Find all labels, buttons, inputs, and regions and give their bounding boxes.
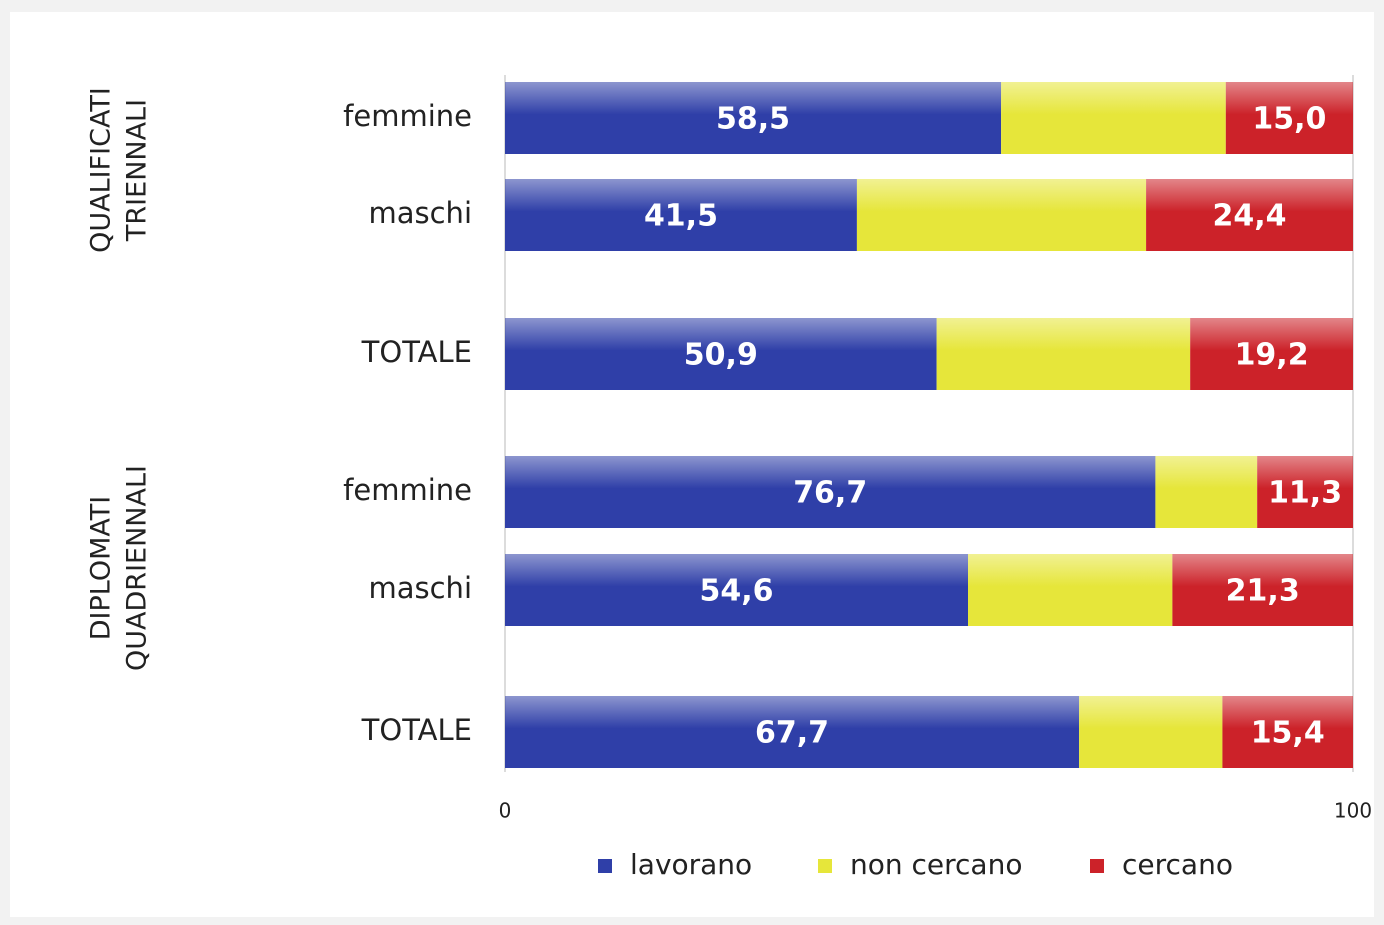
bar-segment [1155, 456, 1258, 528]
bar-segment [1079, 696, 1223, 768]
bar-segment [856, 179, 1147, 251]
x-tick-label: 0 [499, 799, 512, 823]
value-label: 54,6 [699, 574, 773, 609]
value-label: 76,7 [793, 476, 867, 511]
y-tick-label: TOTALE [361, 713, 472, 747]
y-tick-label: maschi [368, 571, 472, 605]
x-tick-label: 100 [1334, 799, 1372, 823]
group-label: QUALIFICATI [86, 87, 117, 253]
value-label: 15,0 [1252, 102, 1326, 137]
y-tick-label: femmine [343, 473, 472, 507]
bar-segment [505, 179, 857, 251]
bar-segment [1172, 554, 1353, 626]
bar-segment [1001, 82, 1226, 154]
bar-segment [1146, 179, 1353, 251]
bar-segment [1190, 318, 1353, 390]
bar-segment [1257, 456, 1353, 528]
group-label: QUADRIENNALI [122, 465, 153, 671]
value-label: 50,9 [684, 338, 758, 373]
y-tick-label: maschi [368, 196, 472, 230]
bar-segment [505, 696, 1080, 768]
value-label: 41,5 [644, 199, 718, 234]
value-label: 21,3 [1226, 574, 1300, 609]
y-tick-label: femmine [343, 99, 472, 133]
legend-swatch [818, 859, 832, 873]
legend-label: lavorano [630, 848, 752, 881]
value-label: 11,3 [1268, 476, 1342, 511]
legend-swatch [1090, 859, 1104, 873]
bar-segment [1225, 82, 1353, 154]
bar-segment [505, 554, 969, 626]
bar-segment [1222, 696, 1353, 768]
value-label: 19,2 [1235, 338, 1309, 373]
group-label: DIPLOMATI [86, 496, 117, 641]
legend-label: non cercano [850, 848, 1022, 881]
group-label: TRIENNALI [122, 99, 153, 242]
bar-segment [968, 554, 1173, 626]
value-label: 15,4 [1251, 716, 1325, 751]
bar-segment [936, 318, 1191, 390]
legend-swatch [598, 859, 612, 873]
value-label: 67,7 [755, 716, 829, 751]
value-label: 24,4 [1213, 199, 1287, 234]
bar-segment [505, 318, 937, 390]
y-tick-label: TOTALE [361, 335, 472, 369]
bar-segment [505, 82, 1002, 154]
value-label: 58,5 [716, 102, 790, 137]
bar-segment [505, 456, 1156, 528]
legend-label: cercano [1122, 848, 1233, 881]
